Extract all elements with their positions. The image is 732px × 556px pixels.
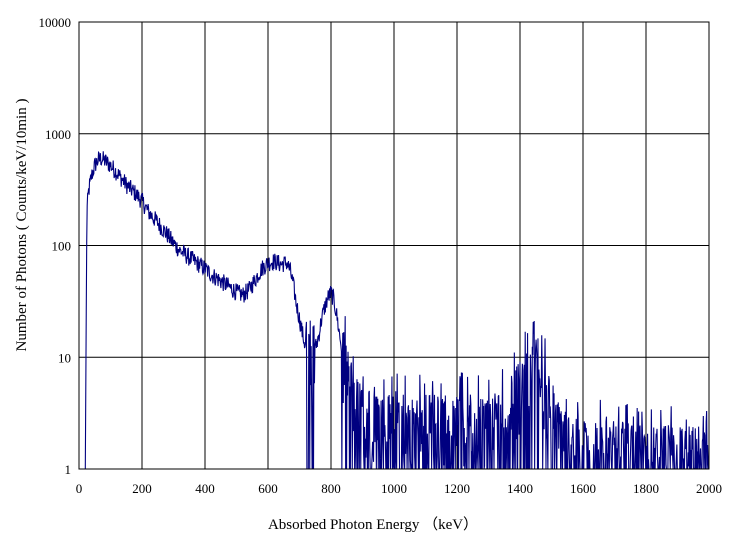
x-tick-label: 600 <box>258 481 278 496</box>
y-tick-labels: 1 10 100 1000 10000 <box>39 15 72 477</box>
y-tick-label: 10000 <box>39 15 72 30</box>
x-tick-label: 1600 <box>570 481 596 496</box>
x-axis-title: Absorbed Photon Energy （keV） <box>268 516 478 533</box>
plot-series-group <box>84 150 709 469</box>
x-tick-labels: 0 200 400 600 800 1000 1200 1400 1600 1800 2000 <box>76 481 722 496</box>
x-tick-label: 1200 <box>444 481 470 496</box>
y-axis-title: Number of Photons ( Counts/keV/10min ) <box>14 99 30 352</box>
y-tick-label: 1000 <box>45 127 71 142</box>
y-tick-label: 1 <box>65 462 72 477</box>
plot-area-frame <box>78 21 710 470</box>
y-tick-label: 10 <box>58 350 71 365</box>
x-tick-label: 0 <box>76 481 83 496</box>
x-tick-label: 400 <box>195 481 215 496</box>
y-tick-label: 100 <box>52 239 72 254</box>
x-tick-label: 1000 <box>381 481 407 496</box>
x-tick-label: 1800 <box>633 481 659 496</box>
x-tick-label: 2000 <box>696 481 722 496</box>
x-tick-label: 800 <box>321 481 341 496</box>
x-tick-label: 1400 <box>507 481 533 496</box>
spectrum-series-line <box>84 150 709 469</box>
x-tick-label: 200 <box>132 481 152 496</box>
